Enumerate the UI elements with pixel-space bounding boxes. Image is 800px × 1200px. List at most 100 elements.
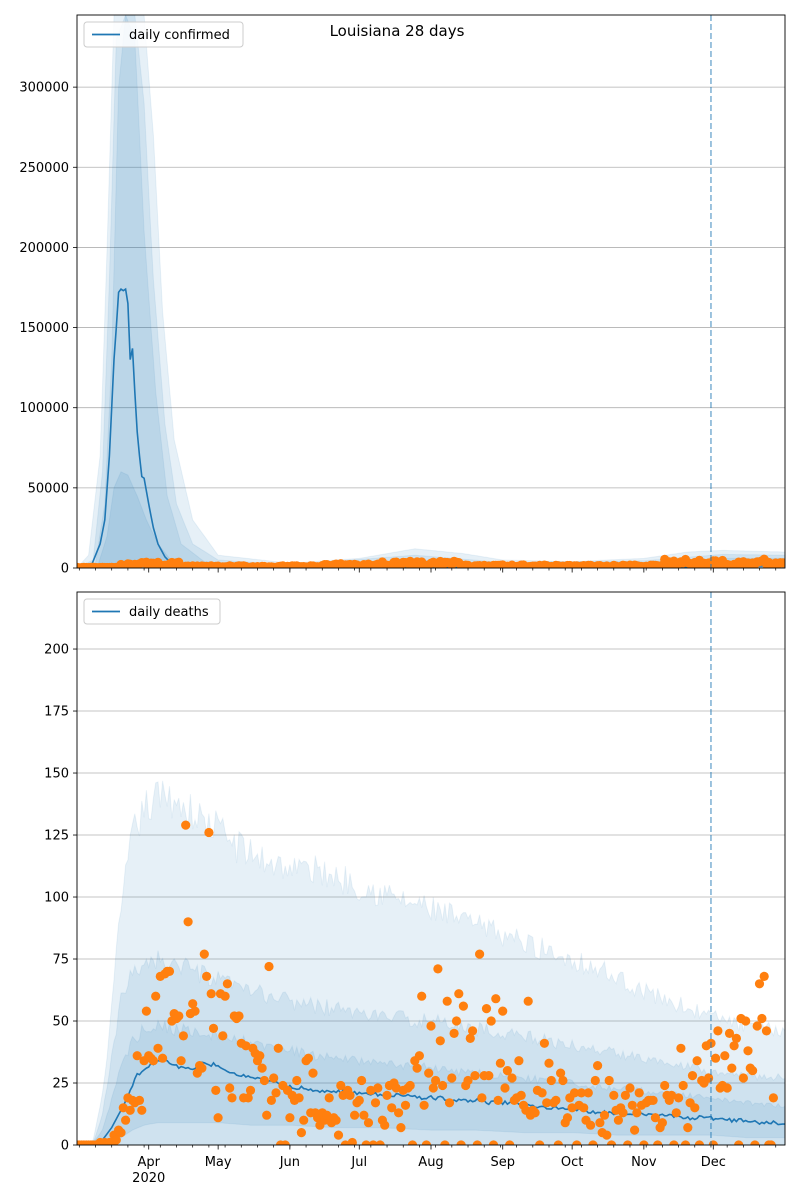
observed-point bbox=[491, 994, 501, 1004]
observed-point bbox=[523, 996, 533, 1006]
observed-point bbox=[181, 820, 191, 830]
y-tick-label: 100000 bbox=[19, 401, 69, 416]
observed-point bbox=[447, 1073, 457, 1083]
observed-point bbox=[475, 949, 485, 959]
x-tick-label: Apr bbox=[137, 1155, 160, 1170]
observed-point bbox=[218, 1031, 228, 1041]
legend-box bbox=[83, 21, 244, 48]
observed-point bbox=[350, 1110, 360, 1120]
observed-point bbox=[759, 971, 769, 982]
observed-point bbox=[412, 1063, 422, 1073]
observed-point bbox=[653, 1140, 663, 1145]
observed-point bbox=[604, 1075, 614, 1086]
observed-point bbox=[331, 1115, 341, 1125]
observed-point bbox=[292, 1075, 302, 1086]
observed-point bbox=[359, 1110, 369, 1120]
observed-point bbox=[308, 1068, 318, 1078]
observed-point bbox=[197, 1063, 207, 1073]
observed-point bbox=[208, 1023, 219, 1033]
observed-point bbox=[322, 1110, 332, 1120]
observed-point bbox=[370, 1098, 381, 1108]
x-tick-label: Dec bbox=[701, 1155, 726, 1170]
observed-point bbox=[243, 1093, 253, 1103]
observed-point bbox=[634, 1088, 644, 1098]
observed-point bbox=[576, 1088, 587, 1098]
observed-point bbox=[414, 1051, 424, 1061]
observed-point bbox=[704, 1073, 714, 1083]
y-tick-label: 0 bbox=[61, 562, 69, 577]
observed-point bbox=[396, 1123, 406, 1133]
legend-label: daily deaths bbox=[129, 605, 209, 620]
observed-point bbox=[405, 1080, 415, 1091]
observed-point bbox=[153, 1043, 163, 1053]
y-tick-label: 50 bbox=[52, 1015, 69, 1030]
observed-point bbox=[121, 1115, 131, 1125]
x-tick-label: Jul bbox=[350, 1155, 367, 1170]
observed-point bbox=[639, 1140, 649, 1145]
observed-point bbox=[164, 966, 175, 977]
observed-point bbox=[141, 1006, 151, 1016]
observed-point bbox=[676, 1043, 686, 1053]
observed-point bbox=[178, 1031, 188, 1041]
legend: daily confirmed bbox=[83, 21, 244, 48]
observed-point bbox=[713, 1026, 723, 1036]
observed-point bbox=[190, 1006, 200, 1016]
observed-point bbox=[257, 1063, 267, 1073]
observed-point bbox=[583, 1088, 593, 1098]
observed-point bbox=[324, 1093, 334, 1103]
observed-point bbox=[211, 1085, 221, 1095]
observed-point bbox=[264, 961, 274, 972]
observed-point bbox=[588, 1140, 598, 1145]
observed-point bbox=[347, 1137, 357, 1145]
observed-point bbox=[394, 1108, 404, 1118]
observed-point bbox=[748, 1066, 758, 1076]
y-tick-label: 200 bbox=[44, 643, 69, 658]
observed-point bbox=[674, 1093, 684, 1103]
observed-point bbox=[280, 1140, 290, 1145]
observed-point bbox=[569, 1088, 580, 1098]
observed-point bbox=[296, 1128, 306, 1138]
observed-point bbox=[586, 1120, 596, 1130]
observed-point bbox=[345, 1090, 355, 1100]
observed-point bbox=[206, 989, 216, 999]
observed-point bbox=[241, 1041, 251, 1051]
observed-points bbox=[77, 554, 785, 568]
observed-point bbox=[606, 1140, 617, 1145]
observed-point bbox=[438, 1080, 448, 1091]
observed-point bbox=[227, 1093, 237, 1103]
observed-point bbox=[516, 1090, 526, 1100]
observed-point bbox=[176, 1056, 186, 1066]
observed-point bbox=[424, 1068, 434, 1078]
observed-point bbox=[407, 1140, 418, 1145]
observed-point bbox=[419, 1100, 429, 1110]
observed-point bbox=[199, 949, 209, 959]
observed-point bbox=[620, 1090, 631, 1100]
observed-point bbox=[609, 1090, 619, 1100]
observed-point bbox=[151, 991, 161, 1001]
observed-point bbox=[743, 1046, 753, 1056]
x-tick-label: Jun bbox=[279, 1155, 300, 1170]
observed-point bbox=[363, 1118, 374, 1128]
observed-point bbox=[678, 1080, 688, 1091]
observed-point bbox=[720, 1051, 730, 1061]
observed-point bbox=[357, 1075, 367, 1086]
observed-point bbox=[556, 1068, 566, 1078]
y-tick-label: 150 bbox=[44, 767, 69, 782]
observed-point bbox=[507, 1073, 517, 1083]
observed-point bbox=[294, 1093, 304, 1103]
observed-point bbox=[493, 1095, 503, 1105]
observed-point bbox=[562, 1113, 573, 1123]
legend: daily deaths bbox=[83, 598, 221, 625]
grid bbox=[77, 86, 785, 569]
observed-point bbox=[539, 1038, 550, 1048]
observed-point bbox=[687, 1071, 698, 1081]
observed-point bbox=[340, 1140, 350, 1145]
observed-point bbox=[468, 1026, 478, 1036]
observed-point bbox=[683, 1123, 693, 1133]
observed-point bbox=[361, 1140, 371, 1145]
observed-point bbox=[213, 1113, 223, 1123]
observed-point bbox=[761, 1026, 772, 1036]
observed-point bbox=[417, 991, 427, 1001]
y-tick-label: 0 bbox=[61, 1139, 69, 1154]
